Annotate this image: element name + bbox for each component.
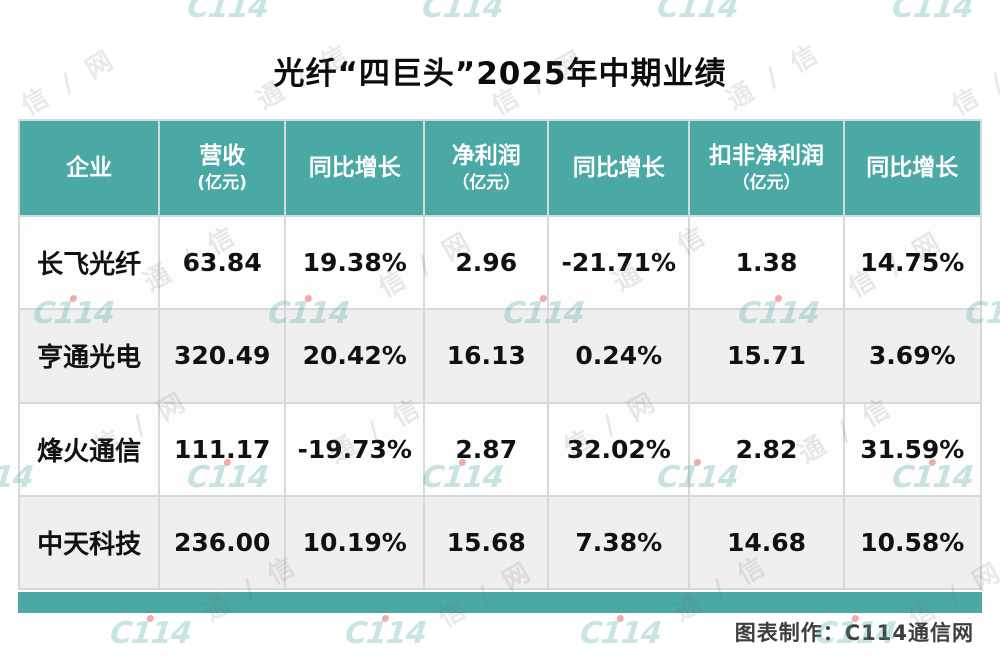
cell-revenue-yoy: 10.19%: [286, 496, 424, 588]
cell-revenue-yoy: -19.73%: [286, 403, 424, 495]
header-cell-company: 企业: [20, 121, 159, 215]
cell-revenue-yoy: 20.42%: [286, 310, 424, 402]
header-unit: （亿元）: [452, 172, 521, 193]
header-label: 净利润: [451, 143, 521, 169]
logo-red-dot-icon: [146, 615, 155, 622]
results-table: 企业 营收 (亿元) 同比增长 净利润 （亿元） 同比增长 扣非净利润 （亿元）…: [18, 119, 982, 590]
cell-nongaap-yoy: 14.75%: [844, 217, 980, 309]
cell-revenue: 111.17: [160, 403, 285, 495]
header-cell-nongaap-yoy: 同比增长: [844, 121, 980, 215]
c114-logo-watermark: C114: [108, 615, 193, 651]
cell-revenue-yoy: 19.38%: [286, 217, 424, 309]
cell-net-profit: 2.96: [425, 217, 548, 309]
logo-red-dot-icon: [381, 615, 390, 622]
header-label: 营收: [199, 143, 246, 169]
header-cell-revenue-yoy: 同比增长: [286, 121, 424, 215]
cell-nongaap-yoy: 3.69%: [844, 310, 980, 402]
header-unit: （亿元）: [732, 172, 801, 193]
header-cell-net-profit-yoy: 同比增长: [549, 121, 689, 215]
cell-nongaap-profit: 2.82: [690, 403, 843, 495]
credit-text: 图表制作：C114通信网: [734, 621, 974, 645]
cell-company: 中天科技: [20, 496, 159, 588]
cell-nongaap-profit: 14.68: [690, 496, 843, 588]
header-cell-revenue: 营收 (亿元): [160, 121, 285, 215]
c114-logo-watermark: C114: [420, 0, 505, 25]
cell-net-profit-yoy: 7.38%: [549, 496, 689, 588]
header-label: 企业: [66, 154, 113, 181]
cell-nongaap-profit: 15.71: [690, 310, 843, 402]
cell-revenue: 320.49: [160, 310, 285, 402]
header-label: 扣非净利润: [709, 143, 824, 169]
cell-net-profit: 2.87: [425, 403, 548, 495]
page-title: 光纤“四巨头”2025年中期业绩: [273, 56, 727, 92]
cell-nongaap-profit: 1.38: [690, 217, 843, 309]
cell-company: 烽火通信: [20, 403, 159, 495]
c114-logo-watermark: C114: [655, 0, 740, 25]
bottom-accent-bar: [18, 592, 982, 613]
logo-red-dot-icon: [616, 615, 625, 622]
cell-company: 亨通光电: [20, 310, 159, 402]
c114-logo-watermark: C114: [890, 0, 975, 25]
c114-logo-watermark: C114: [185, 0, 270, 25]
header-cell-net-profit: 净利润 （亿元）: [425, 121, 548, 215]
cell-net-profit: 15.68: [425, 496, 548, 588]
header-cell-nongaap-profit: 扣非净利润 （亿元）: [690, 121, 843, 215]
cell-nongaap-yoy: 31.59%: [844, 403, 980, 495]
c114-logo-watermark: C114: [578, 615, 663, 651]
cell-net-profit-yoy: 32.02%: [549, 403, 689, 495]
c114-logo-watermark: C114: [343, 615, 428, 651]
cell-net-profit-yoy: 0.24%: [549, 310, 689, 402]
cell-company: 长飞光纤: [20, 217, 159, 309]
header-label: 同比增长: [308, 154, 401, 181]
cell-revenue: 63.84: [160, 217, 285, 309]
cell-nongaap-yoy: 10.58%: [844, 496, 980, 588]
header-unit: (亿元): [197, 172, 247, 193]
cell-revenue: 236.00: [160, 496, 285, 588]
header-label: 同比增长: [572, 154, 665, 181]
header-label: 同比增长: [866, 154, 959, 181]
cell-net-profit-yoy: -21.71%: [549, 217, 689, 309]
cell-net-profit: 16.13: [425, 310, 548, 402]
